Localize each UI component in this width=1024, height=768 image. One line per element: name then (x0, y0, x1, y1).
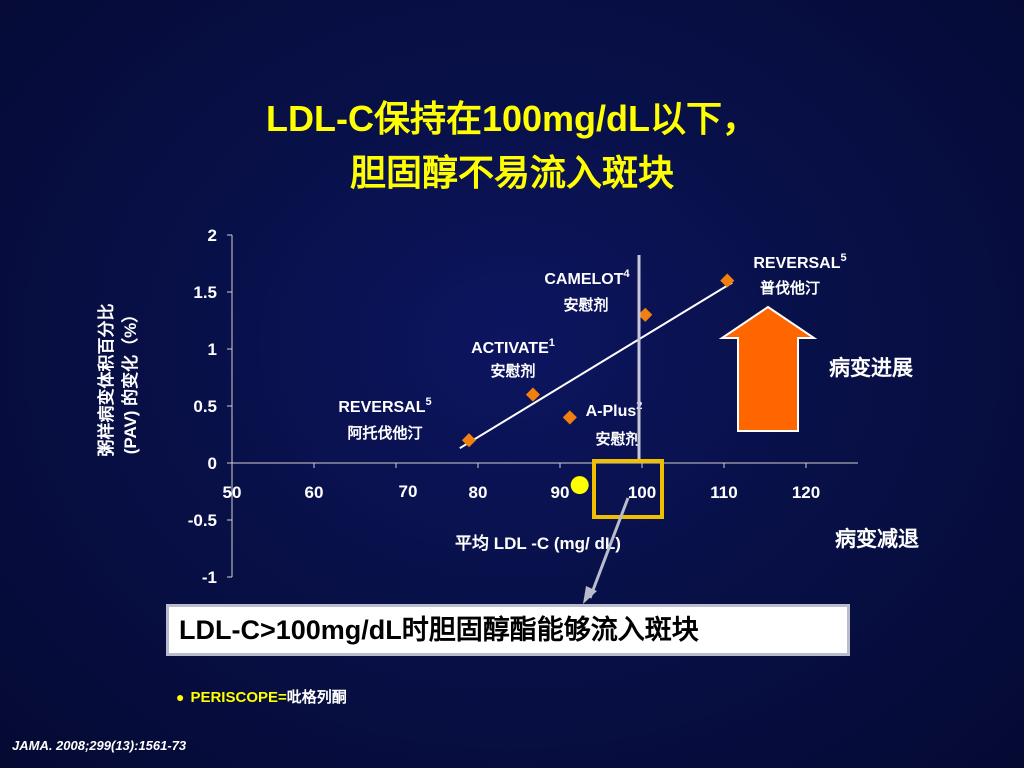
x-tick-label: 120 (792, 483, 820, 502)
data-point-study-label: CAMELOT4 (544, 268, 630, 288)
slide-title-line1: LDL-C保持在100mg/dL以下， (265, 98, 758, 139)
data-point-study-label: REVERSAL5 (753, 252, 846, 272)
data-point-study-label: REVERSAL5 (338, 396, 431, 416)
x-axis-title: 平均 LDL -C (mg/ dL) (455, 533, 621, 553)
periscope-dot-icon: ● (176, 689, 185, 705)
periscope-drug: 吡格列酮 (286, 689, 347, 706)
data-point-marker (525, 387, 541, 402)
x-tick-label: 110 (710, 483, 737, 502)
data-point-study-label: A-Plus2 (586, 400, 643, 420)
data-point-drug-label: 普伐他汀 (760, 279, 820, 297)
y-tick-label: -1 (202, 568, 217, 587)
progression-label: 病变进展 (829, 356, 913, 380)
study-reference-sup: 5 (841, 252, 847, 264)
periscope-name: PERISCOPE= (190, 689, 287, 706)
x-tick-label: 70 (399, 482, 418, 501)
source-citation: JAMA. 2008;299(13):1561-73 (12, 738, 187, 753)
callout-pointer-arrowhead-icon (583, 586, 597, 604)
data-point-marker (720, 273, 735, 288)
periscope-legend: ● PERISCOPE=吡格列酮 (176, 686, 347, 707)
progression-arrow-icon (718, 305, 818, 432)
y-tick-label: 1 (208, 340, 217, 359)
data-point-drug-label: 安慰剂 (563, 296, 608, 314)
callout-pointer-line (588, 497, 630, 599)
highlight-box (592, 459, 664, 519)
study-reference-sup: 4 (623, 268, 630, 280)
data-point-marker (638, 307, 653, 322)
y-tick-label: 0 (208, 454, 217, 473)
y-axis-title-line1: 粥样病变体积百分比 (96, 304, 116, 457)
y-tick-label: 1.5 (193, 283, 217, 302)
x-tick-label: 80 (469, 483, 488, 502)
data-point-marker (562, 410, 577, 425)
y-tick-label: 2 (208, 226, 217, 245)
y-axis-title: 粥样病变体积百分比 (PAV) 的变化（%） (96, 304, 140, 457)
regression-label: 病变减退 (835, 527, 919, 551)
x-tick-label: 60 (305, 483, 324, 502)
callout-box: LDL-C>100mg/dL时胆固醇酯能够流入斑块 (166, 604, 850, 656)
trend-line (459, 281, 733, 450)
data-point-marker (461, 433, 477, 448)
data-point-drug-label: 安慰剂 (490, 362, 535, 380)
data-point-study-label: ACTIVATE1 (471, 337, 555, 357)
study-reference-sup: 5 (426, 396, 432, 408)
y-tick-label: 0.5 (193, 397, 217, 416)
data-point-drug-label: 安慰剂 (595, 430, 640, 448)
y-tick-label: -0.5 (188, 511, 217, 530)
x-tick-label: 90 (551, 483, 570, 502)
slide-title-line2: 胆固醇不易流入斑块 (349, 152, 674, 193)
periscope-point (570, 476, 589, 495)
study-reference-sup: 1 (549, 337, 555, 349)
x-tick-label: 100 (628, 483, 656, 502)
x-tick-label: 50 (223, 483, 242, 502)
y-axis-title-line2: (PAV) 的变化（%） (120, 306, 140, 455)
data-point-drug-label: 阿托伐他汀 (347, 424, 422, 442)
